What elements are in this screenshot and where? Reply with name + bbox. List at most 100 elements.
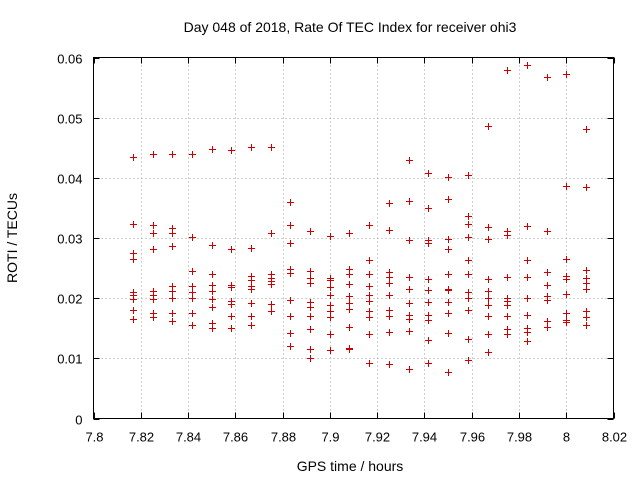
data-point [524,257,531,264]
data-point [209,242,216,249]
data-point [504,313,511,320]
grid-lines [93,57,614,419]
data-point [583,126,590,133]
data-point [268,301,275,308]
data-point [583,286,590,293]
y-tick-label: 0 [75,413,82,428]
data-point [406,274,413,281]
data-point [386,313,393,320]
data-point [465,221,472,228]
data-point [445,196,452,203]
data-point [445,236,452,243]
data-point [327,331,334,338]
data-point [287,222,294,229]
data-point [406,300,413,307]
data-point [445,246,452,253]
data-point [169,288,176,295]
data-point [228,325,235,332]
data-point [544,318,551,325]
data-point [544,228,551,235]
data-point [485,123,492,130]
data-point [346,281,353,288]
data-point [465,295,472,302]
data-point [169,243,176,250]
data-point [524,338,531,345]
data-point [228,147,235,154]
data-point [583,322,590,329]
y-tick-label: 0.02 [57,292,82,307]
data-point [386,361,393,368]
data-point [150,246,157,253]
data-point [228,246,235,253]
data-point [425,205,432,212]
data-point [406,157,413,164]
data-point [169,295,176,302]
x-tick-label: 7.94 [412,430,437,445]
data-point [169,230,176,237]
data-point [524,274,531,281]
data-point [386,292,393,299]
data-point [485,302,492,309]
data-point [445,271,452,278]
data-point [189,295,196,302]
data-point [563,276,570,283]
data-point [150,314,157,321]
data-point [327,314,334,321]
data-point [366,292,373,299]
data-point [346,300,353,307]
data-point [425,276,432,283]
data-point [485,313,492,320]
data-point [583,314,590,321]
data-point [327,347,334,354]
data-point [504,67,511,74]
data-point [445,369,452,376]
data-point [465,307,472,314]
data-point [366,308,373,315]
data-point [406,366,413,373]
x-tick-label: 7.8 [85,430,103,445]
data-point [169,318,176,325]
x-tick-label: 8.02 [602,430,627,445]
data-point [563,183,570,190]
data-point [268,281,275,288]
data-point [366,360,373,367]
data-point [465,271,472,278]
data-point [366,331,373,338]
data-point [248,300,255,307]
data-point [307,304,314,311]
x-tick-label: 7.9 [321,430,339,445]
data-point [169,310,176,317]
data-point [287,270,294,277]
data-point [130,221,137,228]
data-point [366,314,373,321]
data-point [563,310,570,317]
y-axis-ticks: 0 0.01 0.02 0.03 0.04 0.05 0.06 [57,52,614,428]
data-point [544,282,551,289]
y-tick-label: 0.01 [57,352,82,367]
data-point [504,232,511,239]
data-point [425,299,432,306]
data-point [189,289,196,296]
data-point [485,224,492,231]
data-point [366,222,373,229]
x-tick-label: 7.82 [129,430,154,445]
data-point [445,330,452,337]
data-point [268,230,275,237]
data-point [465,289,472,296]
data-point [445,310,452,317]
data-point [327,302,334,309]
data-point [425,360,432,367]
data-point [366,298,373,305]
x-tick-label: 7.92 [365,430,390,445]
data-point [425,170,432,177]
data-point [189,322,196,329]
data-point [307,228,314,235]
x-tick-label: 7.84 [176,430,201,445]
data-point [189,234,196,241]
data-point [346,306,353,313]
data-point [130,316,137,323]
y-axis-label: ROTI / TECUs [4,193,20,283]
data-point [228,301,235,308]
data-point [327,277,334,284]
